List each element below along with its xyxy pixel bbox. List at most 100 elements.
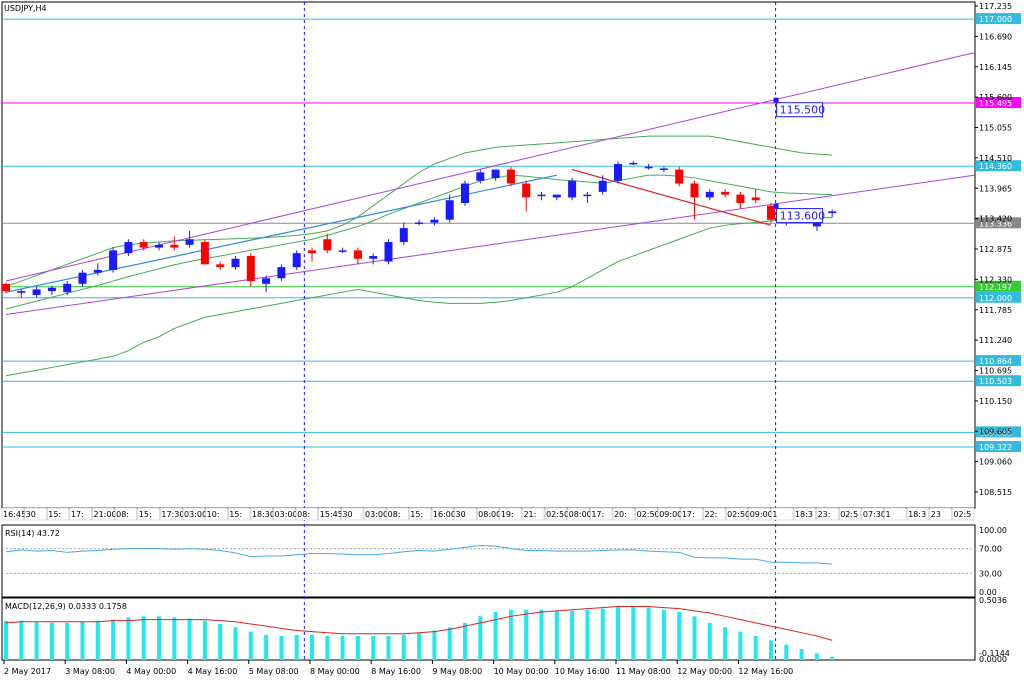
price-tick-label-16: 108.515 [979, 488, 1012, 497]
strip-cell-1 [24, 507, 47, 521]
strip-label-13: 08: [297, 510, 310, 519]
macd-bar-53 [814, 653, 819, 660]
strip-cell-41 [929, 507, 952, 521]
candle-body-10 [155, 244, 163, 248]
macd-bar-33 [508, 609, 513, 660]
time-label-7: 9 May 08:00 [432, 667, 482, 676]
macd-bar-43 [661, 609, 666, 660]
strip-cell-18 [409, 507, 432, 521]
macd-bar-16 [248, 631, 253, 660]
strip-cell-39 [884, 507, 907, 521]
macd-bar-47 [723, 627, 728, 660]
price-tick-label-5: 114.510 [979, 154, 1012, 163]
macd-bar-31 [478, 616, 483, 660]
strip-label-27: 20: [614, 510, 627, 519]
macd-bar-46 [707, 622, 712, 660]
macd-bar-1 [19, 620, 24, 660]
rsi-title: RSI(14) 43.72 [5, 529, 60, 538]
candle-body-54 [828, 211, 837, 214]
time-label-11: 12 May 00:00 [677, 667, 732, 676]
candle-body-9 [139, 242, 148, 248]
candle-body-12 [185, 239, 194, 245]
rsi-tick-0: 100.00 [979, 526, 1007, 535]
price-tick-label-10: 111.785 [979, 306, 1012, 315]
strip-cell-40 [906, 507, 929, 521]
hline-label-box-9 [976, 441, 1021, 453]
candle-body-7 [109, 250, 118, 270]
strip-cell-6 [137, 507, 160, 521]
strip-label-26: 17: [591, 510, 604, 519]
hline-label-box-3 [976, 217, 1021, 229]
band-middle [5, 174, 833, 310]
horizontal-lines[interactable]: 117.000 115.495 114.360 113.336 112.197 112.0… [2, 13, 1021, 453]
macd-bar-39 [600, 608, 605, 660]
hline-label-box-0 [976, 13, 1021, 25]
strip-cell-16 [363, 507, 386, 521]
macd-title: MACD(12,26,9) 0.0333 0.1758 [5, 602, 127, 611]
strip-label-3: 17: [71, 510, 84, 519]
price-tick-label-9: 112.330 [979, 275, 1012, 284]
strip-cell-20 [454, 507, 477, 521]
macd-bar-13 [202, 620, 207, 660]
candle-body-35 [537, 194, 546, 197]
strip-cell-11 [250, 507, 273, 521]
strip-label-7: 17:30 [161, 510, 184, 519]
hline-label-1: 115.495 [979, 99, 1012, 108]
candle-body-17 [262, 278, 271, 284]
strip-label-23: 21: [523, 510, 536, 519]
macd-bar-10 [157, 616, 161, 660]
macd-bar-50 [769, 640, 773, 660]
macd-bar-54 [830, 656, 835, 660]
macd-bar-24 [371, 635, 376, 660]
macd-bar-44 [677, 611, 682, 660]
time-label-2: 4 May 00:00 [126, 667, 176, 676]
macd-bar-42 [646, 607, 651, 660]
hline-label-0: 117.000 [979, 15, 1012, 24]
price-tick-label-1: 116.690 [979, 32, 1012, 41]
candle-body-49 [751, 197, 760, 201]
candle-body-41 [629, 162, 638, 165]
strip-cell-14 [318, 507, 341, 521]
strip-cell-19 [431, 507, 454, 521]
rsi-panel: RSI(14) 43.72 100.00 70.00 30.00 0.00 [2, 526, 1007, 597]
macd-panel-frame [1, 597, 976, 661]
hline-label-7: 110.503 [979, 377, 1012, 386]
time-label-10: 11 May 08:00 [616, 667, 671, 676]
strip-cell-33 [748, 507, 771, 521]
strip-cell-8 [182, 507, 205, 521]
macd-bar-29 [447, 627, 452, 660]
time-label-4: 5 May 08:00 [249, 667, 299, 676]
strip-label-32: 02:50 [727, 510, 750, 519]
strip-label-12: 03:00 [275, 510, 298, 519]
time-label-6: 8 May 16:00 [371, 667, 421, 676]
price-tick-label-13: 110.150 [979, 397, 1012, 406]
strip-label-9: 10: [207, 510, 220, 519]
strip-cell-10 [228, 507, 251, 521]
strip-cell-7 [160, 507, 183, 521]
time-label-9: 10 May 16:00 [555, 667, 610, 676]
macd-bar-14 [218, 623, 223, 660]
macd-bar-48 [738, 631, 743, 660]
macd-tick-0: 0.5036 [979, 596, 1007, 605]
annotation-text-1: 113.600 [780, 210, 826, 223]
strip-cell-25 [567, 507, 590, 521]
symbol-title: USDJPY,H4 [4, 4, 47, 13]
strip-label-16: 03:00 [365, 510, 388, 519]
candle-body-22 [338, 250, 347, 252]
strip-label-30: 17: [682, 510, 695, 519]
vertical-markers[interactable] [303, 2, 777, 660]
macd-bar-2 [34, 621, 39, 660]
price-tick-label-4: 115.055 [979, 124, 1012, 133]
macd-bar-27 [417, 632, 422, 660]
candlesticks [2, 161, 837, 298]
macd-bar-7 [111, 619, 116, 660]
candle-body-20 [308, 250, 316, 254]
macd-signal-line [5, 605, 833, 641]
price-tick-label-14: 109.605 [979, 427, 1012, 436]
strip-cell-21 [476, 507, 500, 521]
strip-label-6: 15: [139, 510, 152, 519]
strip-label-18: 15: [410, 510, 423, 519]
hline-label-box-8 [976, 426, 1021, 438]
